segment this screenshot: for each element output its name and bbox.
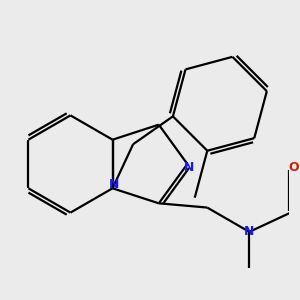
Text: N: N [109,178,119,191]
Text: N: N [184,161,194,174]
Text: N: N [244,225,254,239]
Text: O: O [288,160,299,174]
